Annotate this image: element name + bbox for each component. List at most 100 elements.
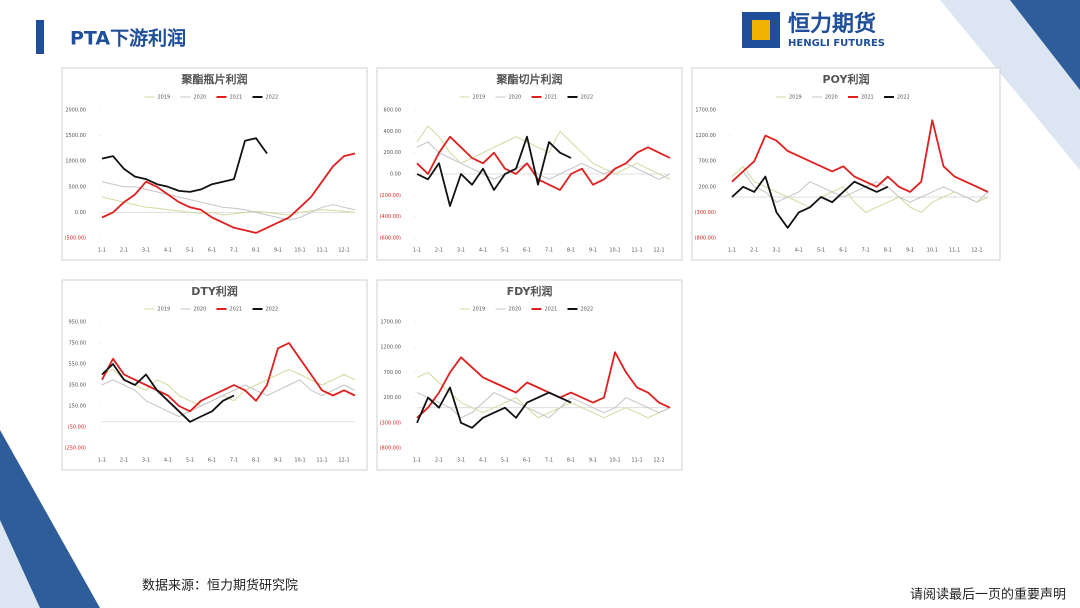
chart-title: 聚酯瓶片利润 bbox=[181, 72, 248, 86]
y-tick-label: 1200.00 bbox=[695, 133, 716, 139]
x-tick-label: 1-1 bbox=[728, 248, 736, 254]
x-tick-label: 12-1 bbox=[653, 248, 664, 254]
series-line bbox=[101, 379, 356, 417]
y-tick-label: 500.00 bbox=[69, 184, 87, 190]
x-tick-label: 4-1 bbox=[795, 248, 803, 254]
x-tick-label: 5-1 bbox=[186, 458, 194, 464]
legend-label: 2020 bbox=[194, 307, 207, 313]
legend-label: 2021 bbox=[545, 95, 558, 101]
y-tick-label: 1500.00 bbox=[65, 133, 86, 139]
x-tick-label: 1-1 bbox=[413, 458, 421, 464]
x-tick-label: 3-1 bbox=[457, 248, 465, 254]
y-tick-label: 200.00 bbox=[699, 184, 717, 190]
x-tick-label: 6-1 bbox=[208, 458, 216, 464]
x-tick-label: 7-1 bbox=[545, 458, 553, 464]
y-tick-label: 1700.00 bbox=[695, 108, 716, 114]
y-tick-label: 950.00 bbox=[69, 320, 87, 326]
x-tick-label: 8-1 bbox=[567, 458, 575, 464]
x-tick-label: 3-1 bbox=[457, 458, 465, 464]
x-tick-label: 9-1 bbox=[906, 248, 914, 254]
x-tick-label: 3-1 bbox=[142, 458, 150, 464]
series-line bbox=[416, 351, 671, 419]
x-tick-label: 9-1 bbox=[274, 458, 282, 464]
x-tick-label: 6-1 bbox=[839, 248, 847, 254]
legend-label: 2020 bbox=[194, 95, 207, 101]
legend-label: 2021 bbox=[545, 307, 558, 313]
legend-label: 2022 bbox=[266, 95, 279, 101]
series-line bbox=[731, 175, 889, 229]
chart-title: FDY利润 bbox=[507, 284, 553, 298]
legend-label: 2022 bbox=[266, 307, 279, 313]
logo-subtext: HENGLI FUTURES bbox=[788, 38, 885, 49]
y-tick-label: 2000.00 bbox=[65, 108, 86, 114]
y-tick-label: 200.00 bbox=[384, 395, 402, 401]
legend-label: 2019 bbox=[473, 307, 486, 313]
series-line bbox=[731, 165, 989, 213]
series-line bbox=[416, 141, 671, 180]
series-line bbox=[101, 152, 356, 234]
legend-label: 2020 bbox=[825, 95, 838, 101]
x-tick-label: 7-1 bbox=[545, 248, 553, 254]
x-tick-label: 5-1 bbox=[501, 248, 509, 254]
legend-label: 2021 bbox=[861, 95, 874, 101]
corner-decoration bbox=[1010, 0, 1080, 90]
title-bar bbox=[36, 20, 44, 54]
x-tick-label: 7-1 bbox=[230, 248, 238, 254]
legend-label: 2019 bbox=[158, 95, 171, 101]
x-tick-label: 11-1 bbox=[316, 248, 327, 254]
x-tick-label: 11-1 bbox=[316, 458, 327, 464]
x-tick-label: 1-1 bbox=[98, 458, 106, 464]
y-tick-label: 1000.00 bbox=[65, 159, 86, 165]
corner-decoration bbox=[0, 430, 100, 608]
chart-frame bbox=[61, 279, 368, 471]
series-line bbox=[101, 181, 356, 221]
legend-label: 2020 bbox=[509, 307, 522, 313]
x-tick-label: 8-1 bbox=[884, 248, 892, 254]
series-line bbox=[101, 137, 268, 193]
x-tick-label: 12-1 bbox=[338, 458, 349, 464]
x-tick-label: 7-1 bbox=[861, 248, 869, 254]
x-tick-label: 2-1 bbox=[120, 458, 128, 464]
x-tick-label: 2-1 bbox=[750, 248, 758, 254]
x-tick-label: 3-1 bbox=[142, 248, 150, 254]
disclaimer: 请阅读最后一页的重要声明 bbox=[910, 587, 1066, 603]
y-tick-label: 750.00 bbox=[69, 341, 87, 347]
x-tick-label: 2-1 bbox=[435, 248, 443, 254]
y-tick-label: (250.00) bbox=[65, 446, 86, 452]
x-tick-label: 9-1 bbox=[589, 248, 597, 254]
x-tick-label: 1-1 bbox=[413, 248, 421, 254]
x-tick-label: 11-1 bbox=[631, 248, 642, 254]
x-tick-label: 12-1 bbox=[653, 458, 664, 464]
legend-label: 2021 bbox=[230, 307, 243, 313]
x-tick-label: 2-1 bbox=[120, 248, 128, 254]
chart-frame bbox=[376, 67, 683, 261]
x-tick-label: 6-1 bbox=[523, 458, 531, 464]
x-tick-label: 8-1 bbox=[567, 248, 575, 254]
chart-frame bbox=[376, 279, 683, 471]
chart-frame bbox=[691, 67, 1001, 261]
x-tick-label: 12-1 bbox=[338, 248, 349, 254]
x-tick-label: 9-1 bbox=[274, 248, 282, 254]
page-title: PTA下游利润 bbox=[70, 27, 186, 50]
legend-label: 2019 bbox=[158, 307, 171, 313]
chart-title: POY利润 bbox=[823, 72, 870, 86]
y-tick-label: 1200.00 bbox=[380, 345, 401, 351]
x-tick-label: 5-1 bbox=[817, 248, 825, 254]
source-note: 数据来源：恒力期货研究院 bbox=[142, 578, 298, 594]
x-tick-label: 10-1 bbox=[294, 458, 305, 464]
y-tick-label: 350.00 bbox=[69, 383, 87, 389]
x-tick-label: 11-1 bbox=[949, 248, 960, 254]
series-line bbox=[416, 135, 572, 207]
corner-decoration bbox=[0, 520, 40, 608]
y-tick-label: 150.00 bbox=[69, 404, 87, 410]
y-tick-label: (200.00) bbox=[380, 193, 401, 199]
x-tick-label: 4-1 bbox=[164, 248, 172, 254]
y-tick-label: 700.00 bbox=[699, 159, 717, 165]
legend-label: 2022 bbox=[897, 95, 910, 101]
y-tick-label: (300.00) bbox=[380, 420, 401, 426]
y-tick-label: (500.00) bbox=[65, 236, 86, 242]
x-tick-label: 10-1 bbox=[609, 248, 620, 254]
y-tick-label: 700.00 bbox=[384, 370, 402, 376]
series-line bbox=[416, 135, 671, 191]
